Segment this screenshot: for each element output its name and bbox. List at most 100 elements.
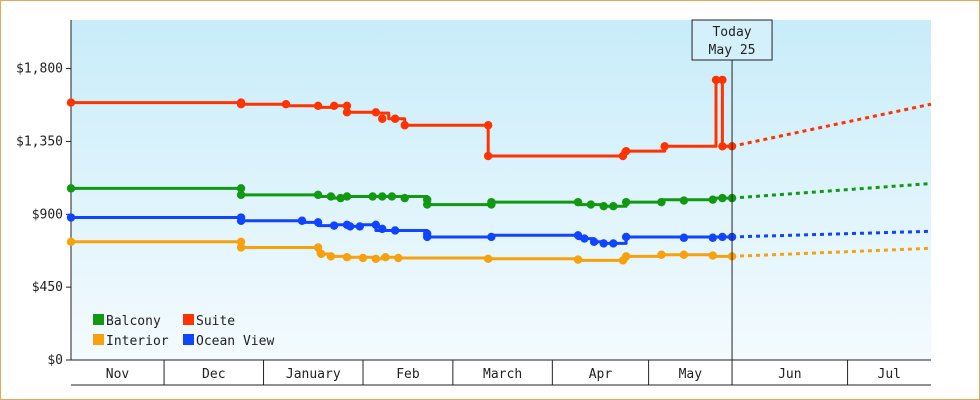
data-point: [679, 250, 689, 259]
plot-area: [71, 20, 931, 360]
data-point: [718, 142, 727, 151]
legend-label: Ocean View: [196, 334, 274, 349]
legend-swatch: [183, 334, 194, 345]
data-point: [355, 222, 365, 231]
data-point: [422, 232, 432, 242]
data-point: [621, 252, 631, 261]
legend-label: Balcony: [106, 314, 161, 329]
data-point: [236, 190, 246, 200]
data-point: [390, 114, 400, 123]
data-point: [390, 226, 400, 235]
data-point: [236, 243, 246, 252]
y-tick-label: $900: [32, 207, 63, 222]
data-point: [342, 101, 352, 111]
y-axis: $0 $450 $900 $1,350 $1,800: [16, 20, 72, 368]
data-point: [297, 216, 307, 225]
data-point: [487, 232, 496, 242]
data-point: [718, 193, 727, 203]
series-line: [71, 78, 732, 158]
today-box: [691, 19, 773, 61]
legend-label: Interior: [106, 334, 169, 349]
data-point: [342, 252, 352, 262]
data-point: [621, 232, 631, 242]
y-tick-label: $450: [32, 280, 63, 295]
data-point: [589, 237, 599, 247]
data-point: [483, 121, 493, 130]
data-point: [236, 99, 246, 109]
data-point: [336, 193, 345, 203]
data-point: [313, 190, 323, 200]
data-point: [580, 234, 589, 243]
data-point: [378, 114, 387, 123]
series-projection: [731, 182, 932, 200]
data-point: [394, 253, 403, 263]
data-point: [66, 184, 76, 193]
data-point: [368, 192, 377, 201]
x-axis: Nov Dec January Feb March Apr May Jun Jul: [71, 359, 931, 386]
data-point: [708, 195, 717, 204]
series-projection: [731, 102, 932, 148]
legend-swatch: [93, 334, 104, 345]
data-point: [236, 184, 246, 193]
legend-swatch: [93, 314, 104, 325]
month-label: January: [286, 367, 341, 382]
legend: Balcony Suite Interior Ocean View: [93, 314, 274, 349]
data-point: [371, 220, 381, 230]
y-tick-label: $0: [47, 353, 63, 368]
month-label: Jul: [878, 367, 901, 382]
data-point: [400, 193, 409, 203]
data-point: [281, 99, 291, 109]
today-marker: Today May 25: [691, 19, 773, 360]
month-label: May: [679, 367, 703, 382]
data-point: [483, 151, 493, 161]
data-point: [573, 231, 583, 240]
data-point: [679, 233, 689, 242]
data-point: [483, 254, 493, 264]
data-point: [657, 197, 666, 207]
data-point: [317, 249, 326, 259]
data-point: [326, 192, 336, 201]
data-point: [718, 75, 727, 85]
y-tick-label: $1,800: [16, 62, 63, 77]
data-point: [708, 233, 717, 242]
data-point: [711, 75, 721, 85]
data-point: [66, 237, 76, 247]
legend-label: Suite: [196, 314, 235, 329]
data-point: [345, 222, 355, 231]
data-point: [609, 239, 618, 248]
series-suite: [66, 75, 932, 161]
month-label: Apr: [589, 367, 613, 382]
data-point: [657, 250, 666, 259]
series-projection: [732, 229, 932, 239]
month-label: Feb: [396, 367, 420, 382]
month-label: Dec: [202, 367, 225, 382]
data-point: [621, 146, 631, 156]
data-point: [387, 192, 397, 201]
today-date: May 25: [709, 43, 756, 58]
data-point: [313, 243, 323, 252]
data-point: [422, 200, 432, 209]
data-point: [400, 121, 409, 130]
data-point: [329, 101, 339, 111]
data-point: [313, 218, 323, 227]
legend-swatch: [183, 314, 194, 325]
month-label: Jun: [778, 367, 801, 382]
data-point: [342, 108, 352, 117]
data-point: [66, 213, 76, 222]
data-point: [381, 252, 390, 262]
data-point: [621, 197, 631, 207]
data-point: [371, 108, 381, 117]
data-point: [313, 101, 323, 111]
data-point: [586, 200, 596, 209]
today-label: Today: [712, 25, 751, 40]
data-point: [718, 232, 727, 242]
series-projection: [731, 246, 932, 258]
data-point: [708, 251, 717, 260]
data-point: [378, 224, 387, 234]
series-layer: [66, 75, 932, 265]
data-point: [326, 252, 336, 261]
data-point: [66, 98, 76, 107]
data-point: [573, 255, 583, 264]
data-point: [371, 254, 381, 264]
